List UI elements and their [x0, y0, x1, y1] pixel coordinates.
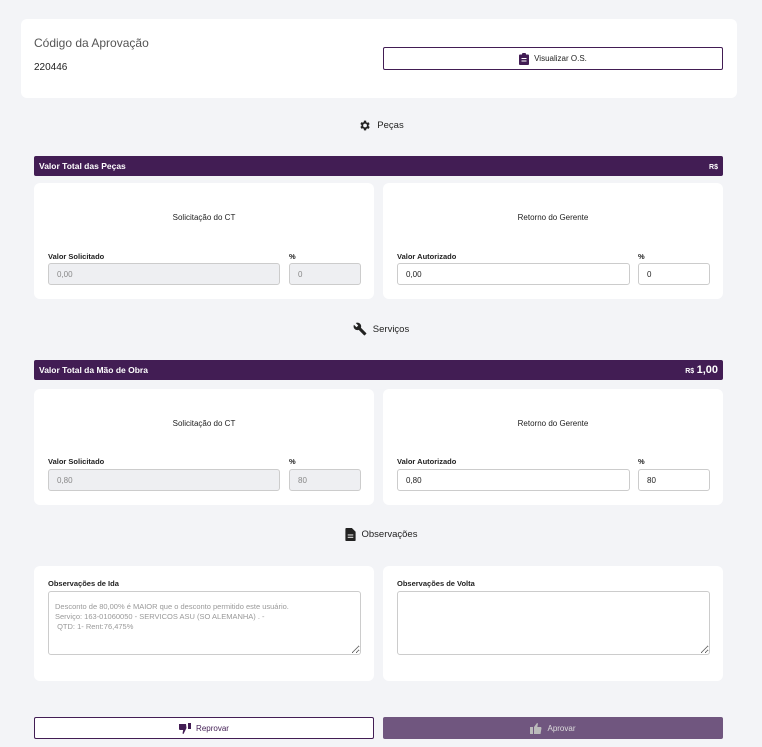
- pct-label: %: [638, 252, 645, 261]
- servicos-valor-autorizado-input[interactable]: 0,80: [397, 469, 630, 491]
- servicos-valor-solicitado-input[interactable]: 0,80: [48, 469, 280, 491]
- reject-label: Reprovar: [196, 723, 229, 733]
- approval-code-value: 220446: [34, 62, 68, 73]
- obs-volta-card: Observações de Volta: [383, 566, 723, 681]
- wrench-icon: [353, 322, 367, 336]
- value-label: Valor Solicitado: [48, 252, 105, 261]
- clipboard-icon: [519, 52, 530, 65]
- obs-volta-label: Observações de Volta: [397, 579, 475, 588]
- pecas-ct-card: Solicitação do CT Valor Solicitado % 0,0…: [34, 183, 374, 299]
- pecas-section-header: Peças: [0, 119, 762, 132]
- obs-ida-textarea[interactable]: Desconto de 80,00% é MAIOR que o descont…: [48, 591, 361, 655]
- approve-label: Aprovar: [547, 723, 576, 733]
- obs-volta-textarea[interactable]: [397, 591, 710, 655]
- servicos-currency: R$: [685, 368, 695, 375]
- approval-code-label: Código da Aprovação: [34, 36, 149, 50]
- obs-ida-card: Observações de Ida Desconto de 80,00% é …: [34, 566, 374, 681]
- servicos-title: Serviços: [372, 323, 410, 335]
- thumbs-down-icon: [179, 722, 192, 734]
- card-title: Retorno do Gerente: [517, 213, 589, 222]
- pecas-gerente-card: Retorno do Gerente Valor Autorizado % 0,…: [383, 183, 723, 299]
- pct-label: %: [289, 252, 296, 261]
- servicos-total-value: 1,00: [696, 364, 718, 376]
- value-label: Valor Autorizado: [397, 457, 457, 466]
- observacoes-section-header: Observações: [0, 528, 762, 541]
- card-title: Retorno do Gerente: [517, 419, 589, 428]
- pecas-total-bar: Valor Total das Peças R$: [34, 156, 723, 176]
- pecas-valor-autorizado-input[interactable]: 0,00: [397, 263, 630, 285]
- gear-icon: [360, 120, 370, 131]
- servicos-pct-solicitado-input[interactable]: 80: [289, 469, 361, 491]
- servicos-gerente-card: Retorno do Gerente Valor Autorizado % 0,…: [383, 389, 723, 505]
- view-os-label: Visualizar O.S.: [534, 54, 587, 63]
- observacoes-title: Observações: [361, 529, 418, 540]
- servicos-total-bar: Valor Total da Mão de Obra R$ 1,00: [34, 360, 723, 380]
- view-os-button[interactable]: Visualizar O.S.: [383, 47, 723, 70]
- approval-code-card: Código da Aprovação 220446 Visualizar O.…: [21, 19, 737, 98]
- servicos-pct-autorizado-input[interactable]: 80: [638, 469, 710, 491]
- pct-label: %: [289, 457, 296, 466]
- value-label: Valor Solicitado: [48, 457, 105, 466]
- servicos-section-header: Serviços: [0, 322, 762, 336]
- value-label: Valor Autorizado: [397, 252, 457, 261]
- pecas-pct-solicitado-input[interactable]: 0: [289, 263, 361, 285]
- obs-ida-label: Observações de Ida: [48, 579, 119, 588]
- card-title: Solicitação do CT: [172, 419, 236, 428]
- thumbs-up-icon: [530, 722, 542, 734]
- pct-label: %: [638, 457, 645, 466]
- servicos-ct-card: Solicitação do CT Valor Solicitado % 0,8…: [34, 389, 374, 505]
- card-title: Solicitação do CT: [172, 213, 236, 222]
- pecas-valor-solicitado-input[interactable]: 0,00: [48, 263, 280, 285]
- pecas-currency: R$: [709, 164, 718, 171]
- pecas-total-label: Valor Total das Peças: [39, 161, 126, 171]
- pecas-title: Peças: [377, 120, 404, 131]
- servicos-total-label: Valor Total da Mão de Obra: [39, 365, 148, 375]
- pecas-pct-autorizado-input[interactable]: 0: [638, 263, 710, 285]
- document-icon: [344, 528, 356, 541]
- approve-button[interactable]: Aprovar: [383, 717, 723, 739]
- reject-button[interactable]: Reprovar: [34, 717, 374, 739]
